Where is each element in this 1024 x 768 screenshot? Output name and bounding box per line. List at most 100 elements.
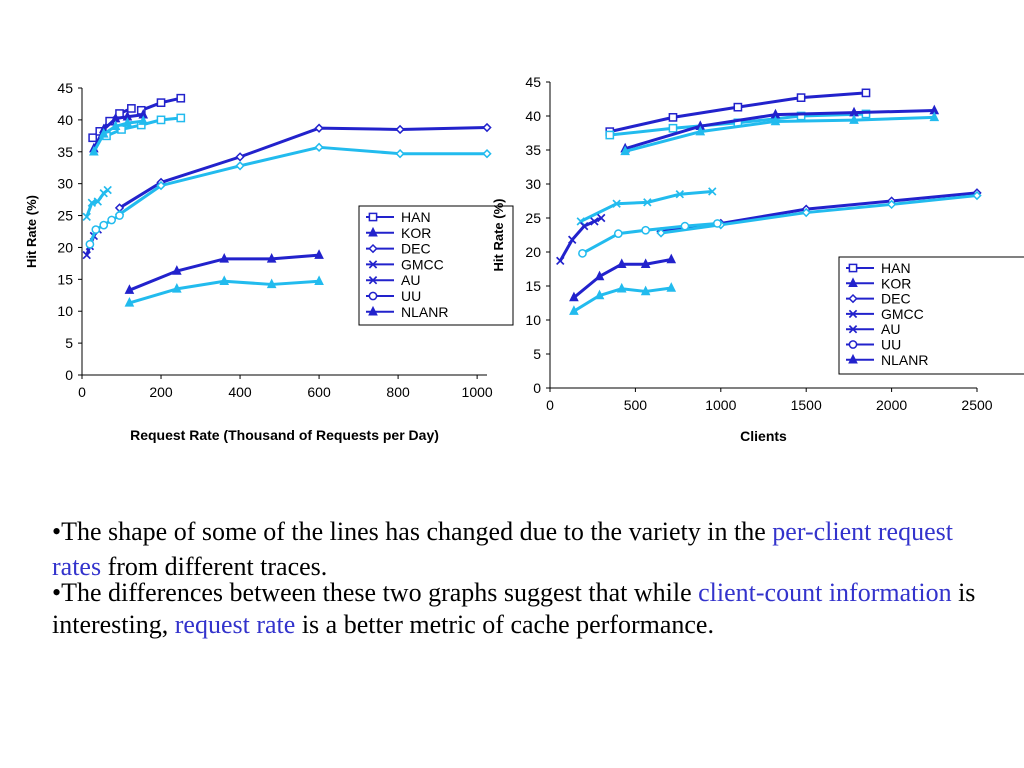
bullet-1-text-b: from different traces. (101, 552, 328, 581)
right-legend-marker (848, 340, 858, 349)
left-point-nlanr (124, 297, 135, 307)
right-series-au (556, 213, 606, 266)
left-series-uu (85, 211, 124, 249)
right-series-han (605, 109, 871, 140)
left-y-tick-label: 30 (57, 176, 73, 192)
right-point-uu (713, 219, 722, 228)
left-point-nlanr (172, 283, 182, 293)
right-y-tick-label: 20 (525, 244, 541, 260)
right-y-tick-label: 45 (525, 74, 541, 90)
left-legend-marker (368, 212, 378, 222)
left-y-tick-label: 15 (57, 271, 73, 287)
chart-request-rate: 0 5 10 15 20 25 30 35 40 45 0 200 400 600 800 1000 Hit R… (24, 80, 514, 443)
left-point-nlanr (219, 253, 230, 263)
right-point-au (556, 256, 565, 266)
right-x-tick-label: 500 (624, 397, 648, 413)
right-legend-marker (848, 293, 858, 304)
left-x-axis-label: Request Rate (Thousand of Requests per D… (130, 427, 439, 443)
right-legend-item-han: HAN (846, 260, 911, 276)
right-point-han (861, 109, 871, 119)
left-point-nlanr (266, 278, 277, 289)
left-legend-marker (368, 260, 378, 269)
right-legend-marker (848, 277, 858, 288)
left-x-tick-label: 800 (386, 384, 410, 400)
right-point-gmcc (643, 198, 652, 207)
left-point-dec (395, 149, 405, 159)
left-x-tick-label: 600 (307, 384, 331, 400)
left-legend-marker (368, 305, 378, 316)
left-point-dec (482, 149, 492, 159)
left-point-dec (482, 122, 492, 133)
left-series (82, 93, 492, 307)
right-point-nlanr (666, 282, 677, 292)
left-legend-marker (368, 275, 378, 285)
right-legend-item-kor: KOR (846, 275, 911, 291)
chart-clients: 0 5 10 15 20 25 30 35 40 45 0 500 1000 1500 2000 2500 Hi… (491, 74, 1024, 444)
left-y-tick-label: 35 (57, 144, 73, 160)
left-point-dec (235, 152, 245, 162)
right-legend-label: KOR (881, 275, 911, 291)
slide-text: •The shape of some of the lines has chan… (52, 514, 992, 641)
right-point-dec (886, 199, 897, 210)
right-point-nlanr (640, 258, 651, 268)
right-point-dec (801, 207, 811, 218)
right-legend-marker (848, 309, 858, 319)
left-point-kor (110, 120, 121, 131)
right-point-kor (849, 114, 859, 124)
right-legend-marker (848, 324, 858, 334)
left-legend-label: KOR (401, 225, 431, 241)
left-line-dec (118, 145, 487, 216)
right-point-nlanr (666, 253, 677, 264)
left-point-kor (122, 117, 133, 127)
left-series-dec (114, 122, 492, 213)
right-point-nlanr (569, 305, 579, 315)
right-x-tick-label: 2500 (961, 397, 992, 413)
left-series-nlanr (124, 275, 324, 307)
right-legend-marker (848, 263, 858, 273)
left-series-gmcc (82, 185, 112, 222)
right-point-kor (695, 125, 706, 136)
right-point-nlanr (616, 282, 627, 293)
left-point-gmcc (93, 197, 103, 206)
left-legend-item-han: HAN (366, 209, 431, 225)
left-point-gmcc (103, 185, 112, 195)
right-point-han (668, 123, 678, 133)
left-legend-item-dec: DEC (366, 241, 431, 257)
left-legend-item-uu: UU (366, 288, 421, 304)
left-point-han (127, 104, 136, 113)
right-y-tick-label: 35 (525, 142, 541, 158)
right-legend-label: NLANR (881, 352, 928, 368)
right-point-kor (770, 115, 781, 126)
left-legend-marker (368, 291, 378, 301)
bullet-2-highlight-1: client-count information (698, 578, 952, 607)
left-series-han (136, 93, 186, 115)
right-series-gmcc (576, 187, 717, 226)
left-point-han (156, 98, 166, 108)
right-y-tick-label: 5 (533, 346, 541, 362)
left-point-au (82, 250, 91, 260)
left-point-han (176, 113, 186, 123)
left-point-kor (138, 115, 149, 125)
left-y-tick-label: 20 (57, 239, 73, 255)
right-point-nlanr (594, 289, 605, 300)
left-legend-label: UU (401, 288, 421, 304)
right-legend-marker (848, 353, 858, 364)
left-y-tick-label: 0 (65, 367, 73, 383)
left-point-han (88, 133, 98, 143)
right-legend-label: GMCC (881, 306, 924, 322)
right-point-uu (680, 221, 690, 231)
right-point-gmcc (675, 189, 685, 199)
right-legend-label: AU (881, 321, 900, 337)
right-point-nlanr (616, 258, 627, 268)
left-x-tick-label: 200 (149, 384, 173, 400)
right-y-tick-label: 0 (533, 380, 541, 396)
right-series-dec (656, 190, 982, 238)
right-point-han (668, 113, 678, 122)
left-point-kor (98, 128, 109, 138)
left-line-dec (118, 126, 488, 210)
left-legend-marker (368, 243, 378, 254)
left-point-dec (314, 123, 324, 133)
right-point-nlanr (640, 285, 651, 296)
right-point-au (597, 213, 606, 223)
left-series-nlanr (124, 249, 324, 294)
